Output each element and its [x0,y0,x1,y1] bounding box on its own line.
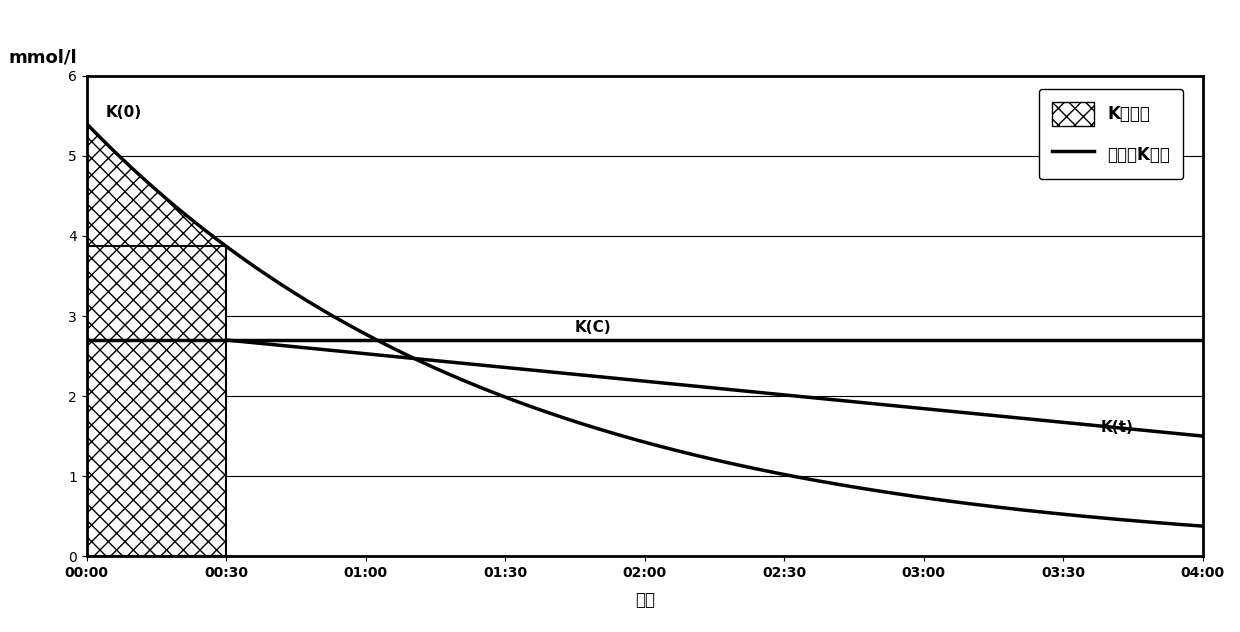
Text: K(0): K(0) [105,106,141,121]
Text: K(t): K(t) [1101,420,1133,435]
Text: mmol/l: mmol/l [9,48,77,66]
Text: K(C): K(C) [575,320,611,335]
Legend: K弥散量, 透析液K浓度: K弥散量, 透析液K浓度 [1039,89,1183,179]
X-axis label: 小时: 小时 [635,591,655,609]
